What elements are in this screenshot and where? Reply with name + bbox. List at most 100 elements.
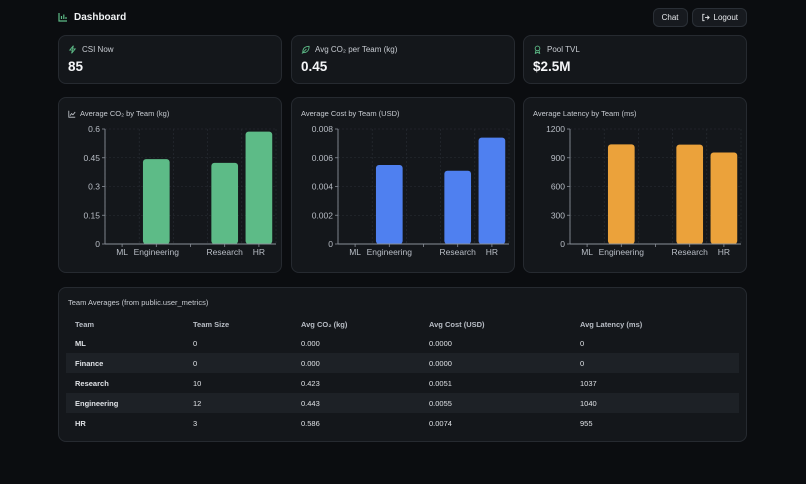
top-bar: Dashboard Chat Logout <box>58 7 747 27</box>
y-tick-label: 0.15 <box>83 210 100 220</box>
cell-team: Engineering <box>66 393 184 413</box>
award-icon <box>534 45 541 54</box>
x-tick-label: Engineering <box>134 247 180 257</box>
co2-bar-chart: 0 0.15 0.3 0.45 0.6 ML Engineering Research HR <box>83 124 277 257</box>
chart-card-cost: Average Cost by Team (USD) 0 0.002 0.004 0.… <box>291 97 515 273</box>
x-tick-label: ML <box>581 247 593 257</box>
kpi-label: Pool TVL <box>547 45 580 54</box>
cell-team: Finance <box>66 353 184 373</box>
bar-research <box>211 162 239 244</box>
cell-avg-cost: 0.0000 <box>420 353 571 373</box>
bar-engineering <box>142 159 170 244</box>
y-tick-label: 900 <box>551 153 565 163</box>
zap-icon <box>68 45 77 54</box>
cell-avg-latency: 1040 <box>571 393 739 413</box>
col-team-size: Team Size <box>193 320 230 329</box>
table-row: HR 3 0.586 0.0074 955 <box>66 413 739 433</box>
x-tick-label: HR <box>486 247 498 257</box>
cell-avg-cost: 0.0074 <box>429 418 452 428</box>
brand: Dashboard <box>58 12 126 23</box>
table-header-row: Team Team Size Avg CO₂ (kg) Avg Cost (US… <box>66 316 739 333</box>
bar-engineering <box>607 144 635 244</box>
y-tick-label: 0.002 <box>312 210 334 220</box>
table-title: Team Averages (from public.user_metrics) <box>68 298 209 307</box>
y-tick-label: 0 <box>328 239 333 249</box>
bar-hr <box>710 152 738 244</box>
kpi-card-co2: Avg CO₂ per Team (kg) 0.45 <box>291 35 515 84</box>
chat-button[interactable]: Chat <box>652 7 688 27</box>
x-tick-label: Research <box>672 247 709 257</box>
table-row: Engineering 12 0.443 0.0055 1040 <box>66 393 739 413</box>
x-tick-label: ML <box>116 247 128 257</box>
cell-avg-latency: 1037 <box>580 378 597 388</box>
team-averages-table: Team Team Size Avg CO₂ (kg) Avg Cost (US… <box>66 316 739 433</box>
cost-bar-chart: 0 0.002 0.004 0.006 0.008 ML Engineering Resear… <box>312 124 510 257</box>
cell-team: Research <box>75 378 109 388</box>
y-tick-label: 0.6 <box>88 124 100 134</box>
table-row: Finance 0 0.000 0.0000 0 <box>66 353 739 373</box>
x-tick-label: ML <box>349 247 361 257</box>
cell-team-size: 0 <box>193 338 198 348</box>
bar-research <box>444 170 472 244</box>
cell-team-size: 0 <box>184 353 292 373</box>
x-tick-label: Engineering <box>367 247 413 257</box>
cell-avg-co2: 0.000 <box>292 353 420 373</box>
kpi-card-csi: CSI Now 85 <box>58 35 282 84</box>
chart-card-latency: Average Latency by Team (ms) 0 300 600 900 1… <box>523 97 747 273</box>
cell-avg-latency: 0 <box>571 353 739 373</box>
bar-chart-icon <box>58 13 67 22</box>
cell-team-size: 3 <box>193 418 198 428</box>
line-chart-icon <box>68 110 76 118</box>
col-avg-latency: Avg Latency (ms) <box>580 320 643 329</box>
chart-title: Average Cost by Team (USD) <box>301 109 400 118</box>
y-tick-label: 1200 <box>546 124 565 134</box>
col-team: Team <box>75 320 95 329</box>
x-tick-label: Research <box>207 247 244 257</box>
x-tick-label: Research <box>440 247 477 257</box>
y-tick-label: 0 <box>560 239 565 249</box>
y-tick-label: 0.008 <box>312 124 334 134</box>
chart-title: Average Latency by Team (ms) <box>533 109 637 118</box>
logout-button[interactable]: Logout <box>691 7 747 27</box>
bar-research <box>676 144 704 244</box>
y-tick-label: 300 <box>551 210 565 220</box>
cell-avg-co2: 0.000 <box>301 338 320 348</box>
cell-avg-latency: 955 <box>580 418 593 428</box>
cell-avg-cost: 0.0000 <box>429 338 452 348</box>
cell-avg-latency: 0 <box>580 338 585 348</box>
col-avg-cost: Avg Cost (USD) <box>429 320 485 329</box>
kpi-label: Avg CO₂ per Team (kg) <box>315 45 398 54</box>
y-tick-label: 0.004 <box>312 182 334 192</box>
cell-avg-cost: 0.0055 <box>420 393 571 413</box>
y-tick-label: 600 <box>551 182 565 192</box>
cell-team-size: 10 <box>193 378 202 388</box>
team-averages-card: Team Averages (from public.user_metrics)… <box>58 287 747 442</box>
table-row: ML 0 0.000 0.0000 0 <box>66 333 739 353</box>
kpi-value: 85 <box>68 59 84 74</box>
cell-avg-co2: 0.586 <box>301 418 320 428</box>
cell-team-size: 12 <box>184 393 292 413</box>
logout-icon <box>701 13 710 21</box>
kpi-value: $2.5M <box>533 59 571 74</box>
y-tick-label: 0.006 <box>312 153 334 163</box>
kpi-card-tvl: Pool TVL $2.5M <box>523 35 747 84</box>
cell-team: ML <box>75 338 86 348</box>
y-tick-label: 0 <box>95 239 100 249</box>
bar-engineering <box>375 164 403 244</box>
cell-avg-co2: 0.423 <box>301 378 320 388</box>
table-row: Research 10 0.423 0.0051 1037 <box>66 373 739 393</box>
latency-bar-chart: 0 300 600 900 1200 ML Engineering Research HR <box>546 124 742 257</box>
bar-hr <box>478 137 506 244</box>
chart-card-co2: Average CO₂ by Team (kg) 0 0.15 0.3 0.45 0.6… <box>58 97 282 273</box>
leaf-icon <box>301 45 310 54</box>
kpi-label: CSI Now <box>82 45 114 54</box>
x-tick-label: HR <box>718 247 730 257</box>
y-tick-label: 0.3 <box>88 182 100 192</box>
cell-team: HR <box>75 418 86 428</box>
col-avg-co2: Avg CO₂ (kg) <box>301 320 348 329</box>
y-tick-label: 0.45 <box>83 153 100 163</box>
page-title: Dashboard <box>74 11 127 23</box>
cell-avg-cost: 0.0051 <box>429 378 452 388</box>
kpi-value: 0.45 <box>301 59 328 74</box>
chart-title: Average CO₂ by Team (kg) <box>80 109 170 118</box>
